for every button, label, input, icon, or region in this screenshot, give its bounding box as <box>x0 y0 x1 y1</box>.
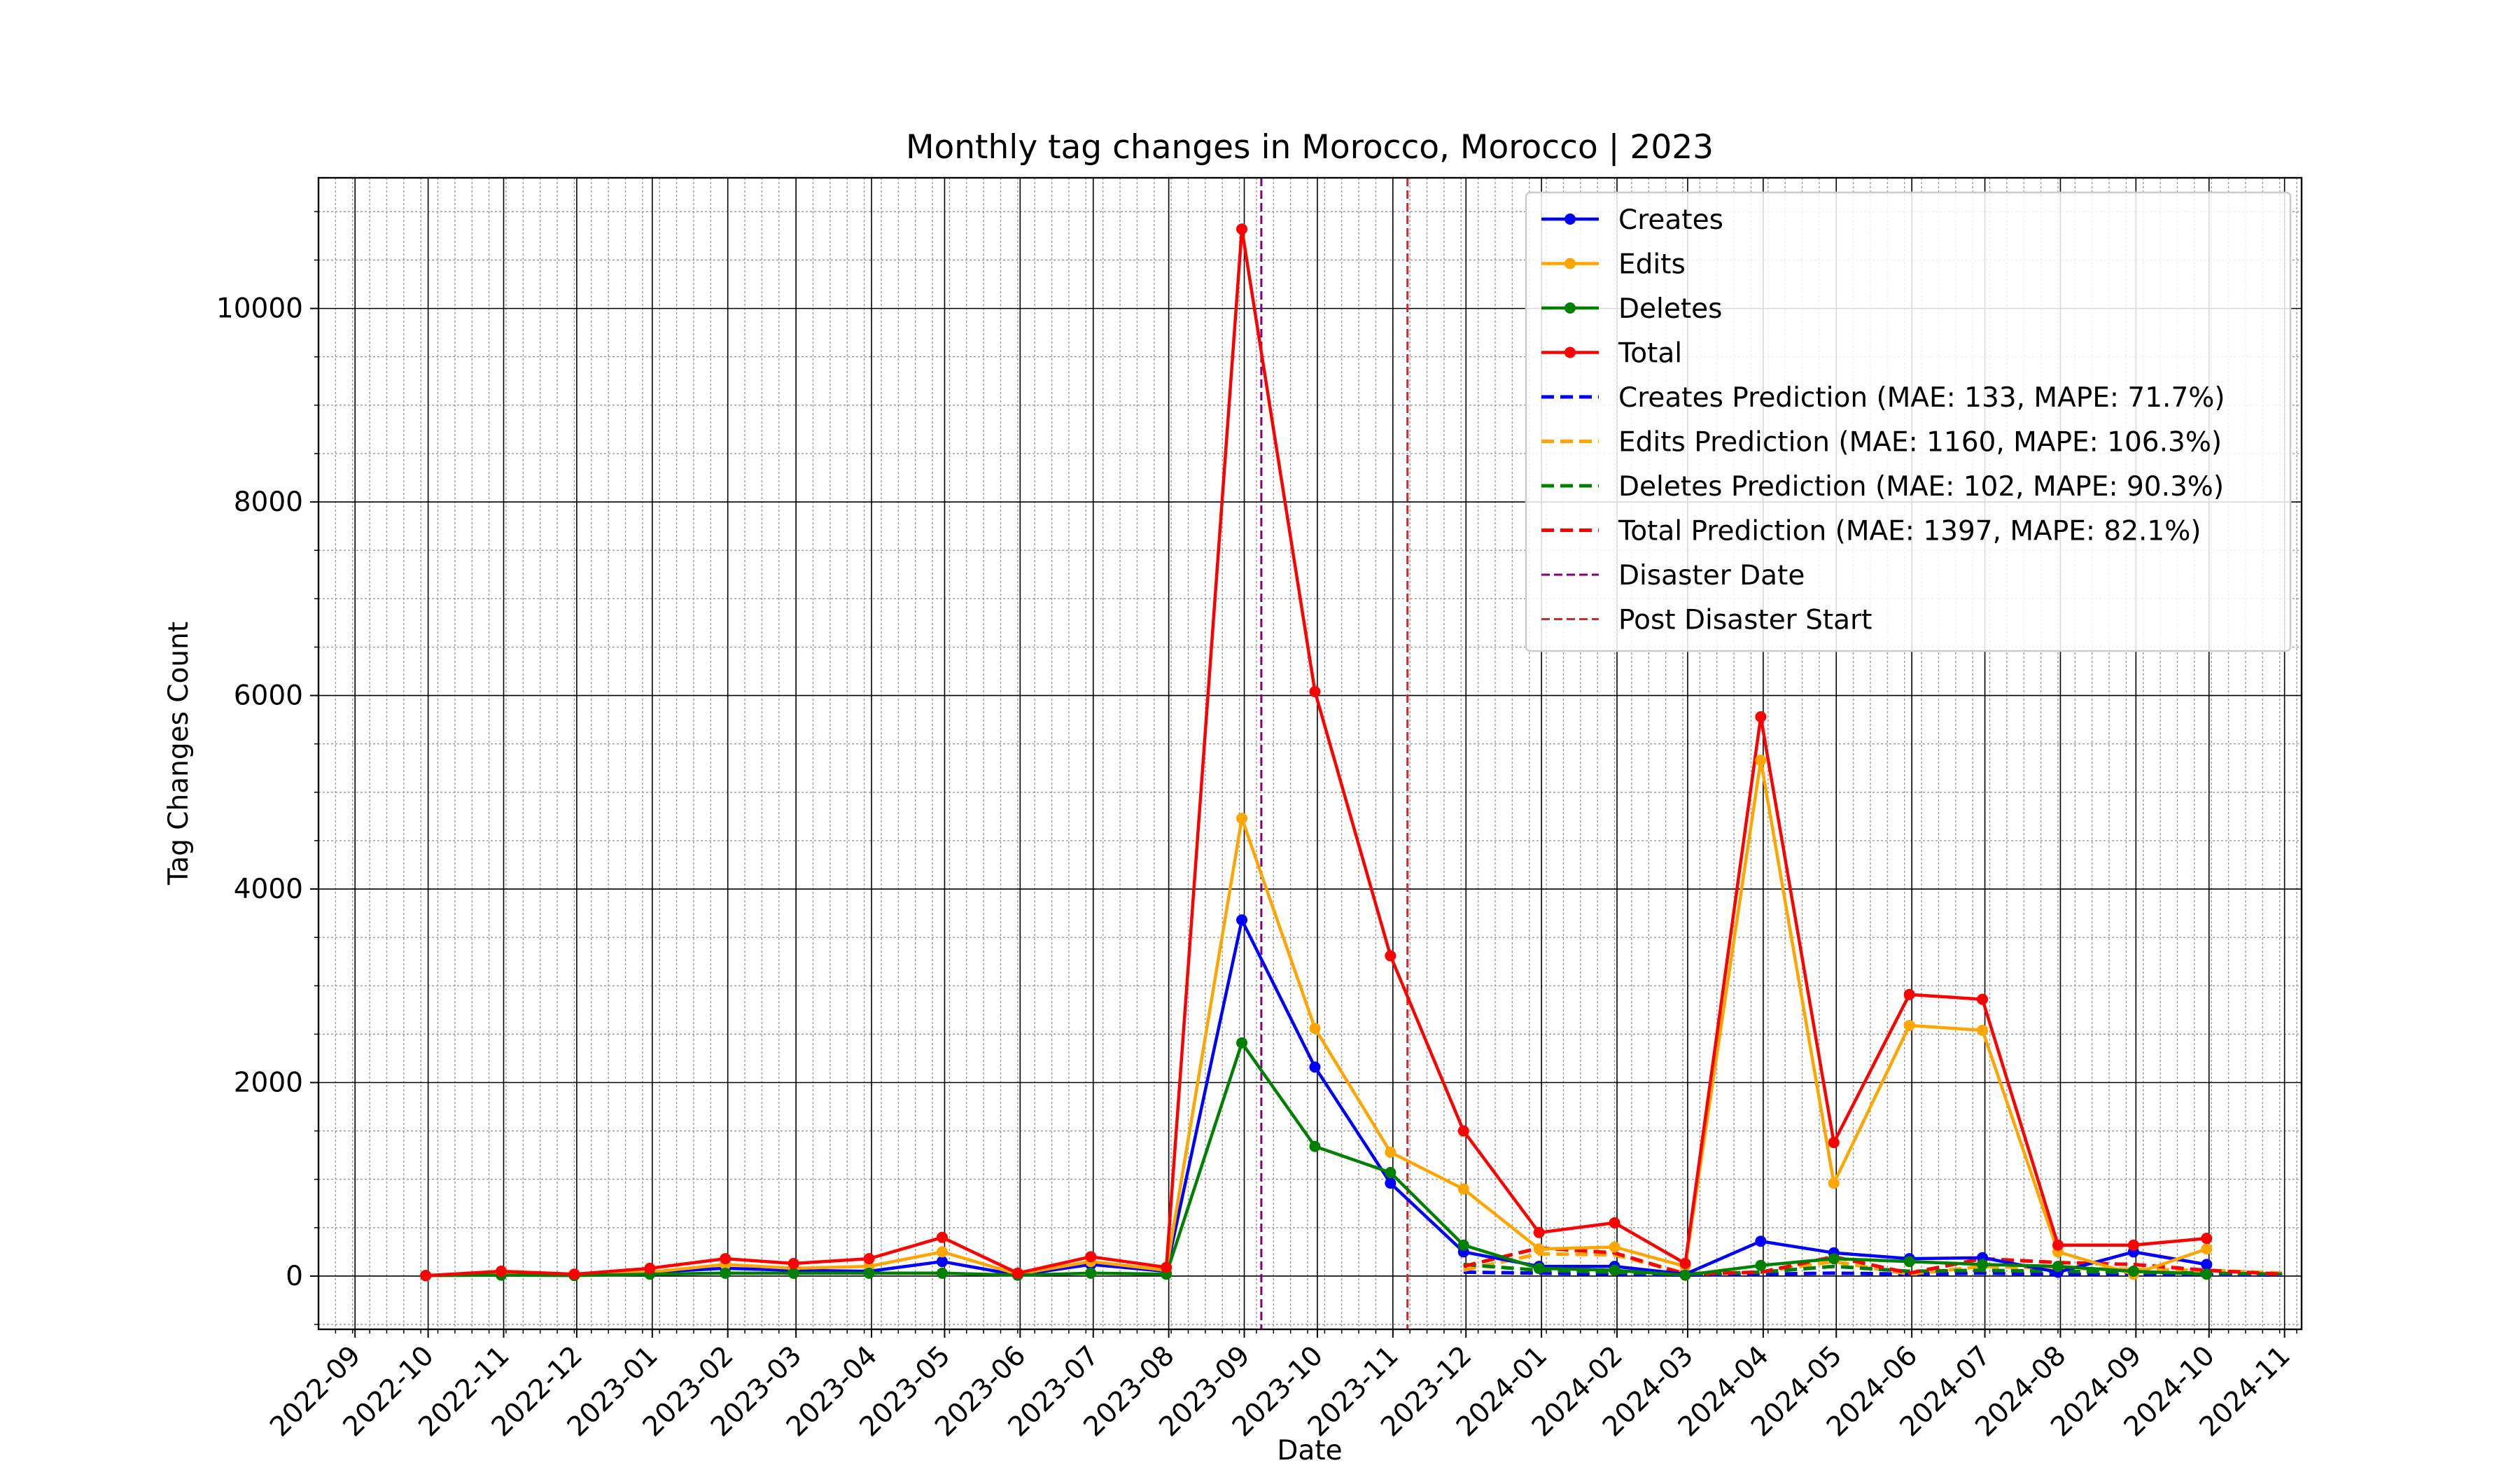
data-point <box>1533 1262 1545 1274</box>
data-point <box>2052 1261 2064 1273</box>
data-point <box>1309 1140 1321 1152</box>
data-point <box>1609 1264 1620 1276</box>
data-point <box>1903 1019 1915 1031</box>
legend-label: Post Disaster Start <box>1618 605 1872 636</box>
data-point <box>1309 1023 1321 1035</box>
data-point <box>1236 1037 1248 1049</box>
data-point <box>2201 1268 2213 1280</box>
legend-marker <box>1564 346 1576 358</box>
data-point <box>1385 1167 1396 1179</box>
data-point <box>1828 1177 1840 1189</box>
y-tick-label: 4000 <box>234 874 303 905</box>
y-tick-label: 2000 <box>234 1068 303 1099</box>
data-point <box>936 1231 948 1243</box>
data-point <box>1755 1236 1767 1247</box>
data-point <box>1903 1256 1915 1268</box>
legend-box <box>1525 191 2292 652</box>
data-point <box>863 1253 875 1265</box>
data-point <box>1161 1261 1172 1273</box>
prediction-line <box>1463 1246 2283 1276</box>
y-tick-label: 6000 <box>234 680 303 712</box>
event-lines <box>1260 178 1409 1329</box>
data-point <box>1385 1147 1396 1158</box>
data-point <box>1533 1243 1545 1255</box>
legend-marker <box>1564 214 1576 225</box>
y-tick-label: 0 <box>286 1261 303 1292</box>
data-point <box>2127 1266 2139 1278</box>
minor-gridlines <box>318 178 2302 1329</box>
data-point <box>2127 1239 2139 1251</box>
data-point <box>720 1267 732 1279</box>
data-point <box>1385 1177 1396 1189</box>
legend-label: Total Prediction (MAE: 1397, MAPE: 82.1%… <box>1618 516 2202 547</box>
legend-label: Creates Prediction (MAE: 133, MAPE: 71.7… <box>1618 382 2225 414</box>
chart-title: Monthly tag changes in Morocco, Morocco … <box>906 128 1714 167</box>
data-point <box>2052 1239 2064 1251</box>
legend-marker <box>1564 302 1576 314</box>
legend-label: Deletes Prediction (MAE: 102, MAPE: 90.3… <box>1618 471 2224 503</box>
legend-marker <box>1564 258 1576 270</box>
data-point <box>1309 686 1321 698</box>
data-point <box>2201 1233 2213 1245</box>
data-point <box>936 1256 948 1268</box>
plot-frame <box>317 176 2303 1331</box>
prediction-line <box>1463 1270 2283 1278</box>
y-axis-ticks: 0 2000 4000 6000 8000 10000 <box>216 211 318 1325</box>
data-point <box>720 1253 732 1265</box>
data-point <box>568 1268 580 1280</box>
data-point <box>1828 1253 1840 1265</box>
series-markers <box>420 223 2213 1282</box>
legend-label: Edits <box>1618 249 1686 281</box>
data-point <box>1609 1217 1620 1228</box>
legend-label: Total <box>1618 338 1682 370</box>
data-point <box>1236 914 1248 926</box>
data-point <box>644 1262 656 1274</box>
data-point <box>1011 1267 1023 1279</box>
y-axis-label: Tag Changes Count <box>163 622 195 886</box>
data-point <box>1755 710 1767 722</box>
data-point <box>936 1246 948 1258</box>
data-point <box>1309 1061 1321 1073</box>
data-point <box>2201 1259 2213 1270</box>
data-point <box>1755 1259 1767 1271</box>
legend: Creates Edits Deletes Total Creates Predicti… <box>1525 191 2292 652</box>
legend-label: Deletes <box>1618 293 1722 325</box>
data-point <box>1457 1125 1469 1137</box>
data-point <box>1457 1183 1469 1195</box>
data-point <box>496 1266 507 1278</box>
data-point <box>936 1267 948 1279</box>
y-tick-label: 10000 <box>216 293 303 325</box>
data-point <box>1385 950 1396 962</box>
data-point <box>1977 1259 1989 1270</box>
data-point <box>1679 1269 1691 1281</box>
data-point <box>1903 988 1915 1000</box>
legend-label: Edits Prediction (MAE: 1160, MAPE: 106.3… <box>1618 427 2222 458</box>
data-point <box>788 1258 799 1269</box>
data-point <box>2201 1243 2213 1255</box>
data-point <box>863 1267 875 1279</box>
data-point <box>1085 1251 1097 1263</box>
y-tick-label: 8000 <box>234 486 303 518</box>
legend-label: Creates <box>1618 204 1723 236</box>
data-point <box>1533 1226 1545 1238</box>
legend-label: Disaster Date <box>1618 560 1805 592</box>
data-point <box>1977 1024 1989 1036</box>
data-point <box>1609 1241 1620 1253</box>
data-point <box>1977 993 1989 1005</box>
data-point <box>1679 1258 1691 1269</box>
data-point <box>1457 1239 1469 1251</box>
data-point <box>1085 1267 1097 1279</box>
data-point <box>788 1267 799 1279</box>
data-point <box>420 1270 432 1282</box>
x-axis-label: Date <box>1277 1435 1342 1466</box>
data-point <box>1236 813 1248 825</box>
data-point <box>1828 1137 1840 1149</box>
data-point <box>1755 755 1767 766</box>
data-point <box>1236 223 1248 235</box>
